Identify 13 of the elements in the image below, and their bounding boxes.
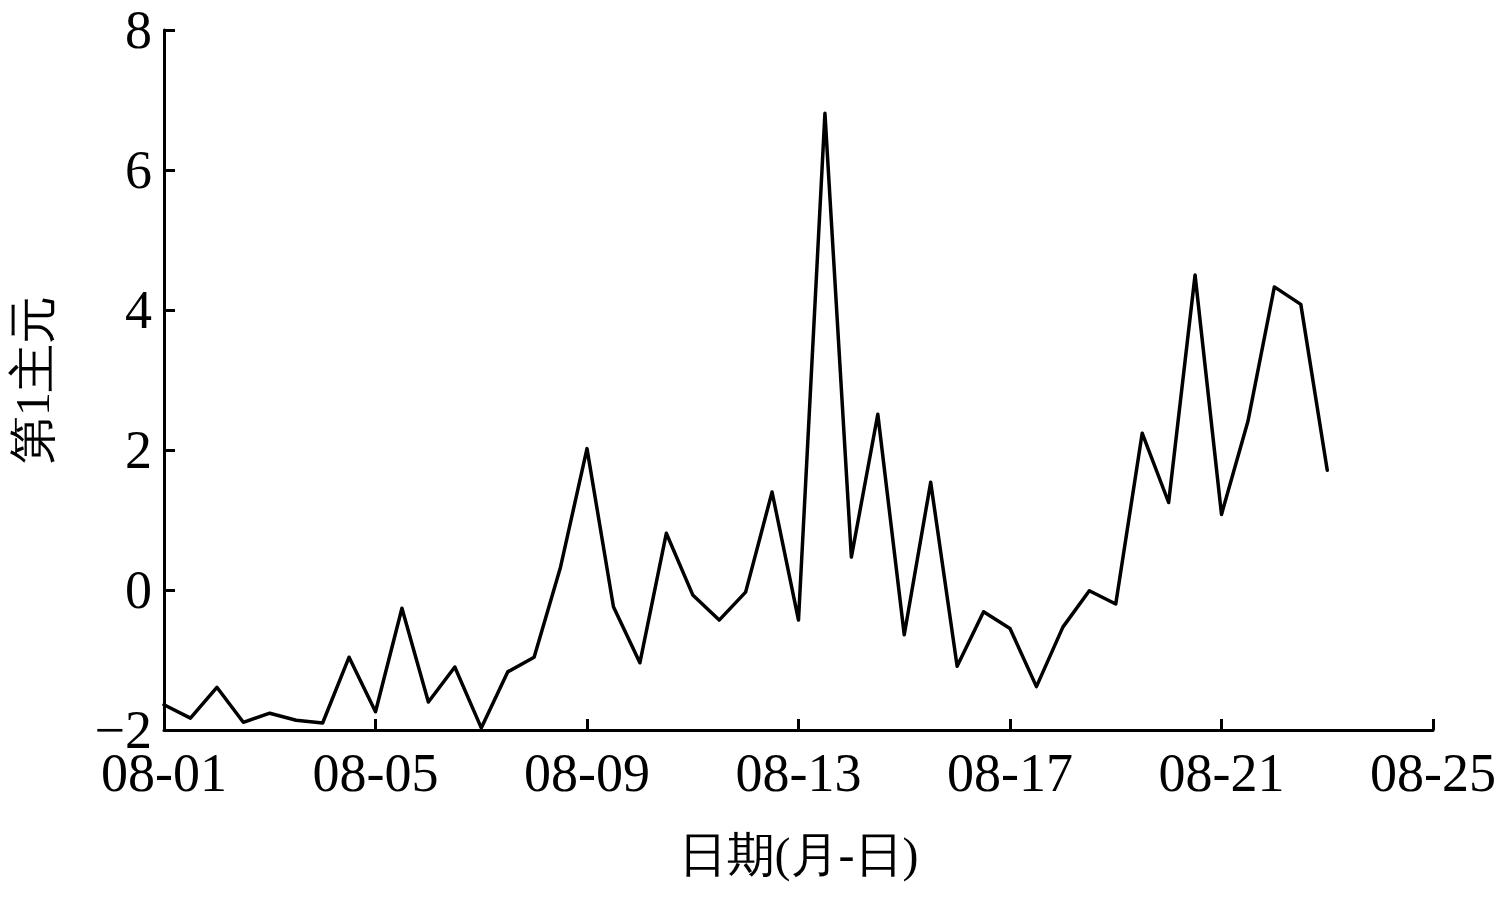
x-tick-label: 08-05 [312,743,439,803]
y-axis-title: 第1主元 [5,296,59,464]
y-tick-label: 6 [125,140,152,200]
x-tick-label: 08-25 [1370,743,1496,803]
x-tick-label: 08-09 [524,743,650,803]
y-tick-label: 8 [125,0,152,60]
y-tick-label: 2 [125,420,152,480]
y-tick-label: 4 [125,280,152,340]
x-axis-title: 日期(月-日) [678,827,919,882]
x-tick-label: 08-21 [1158,743,1285,803]
y-tick-label: 0 [125,560,152,620]
x-tick-label: 08-13 [735,743,862,803]
x-tick-label: 08-17 [947,743,1073,803]
